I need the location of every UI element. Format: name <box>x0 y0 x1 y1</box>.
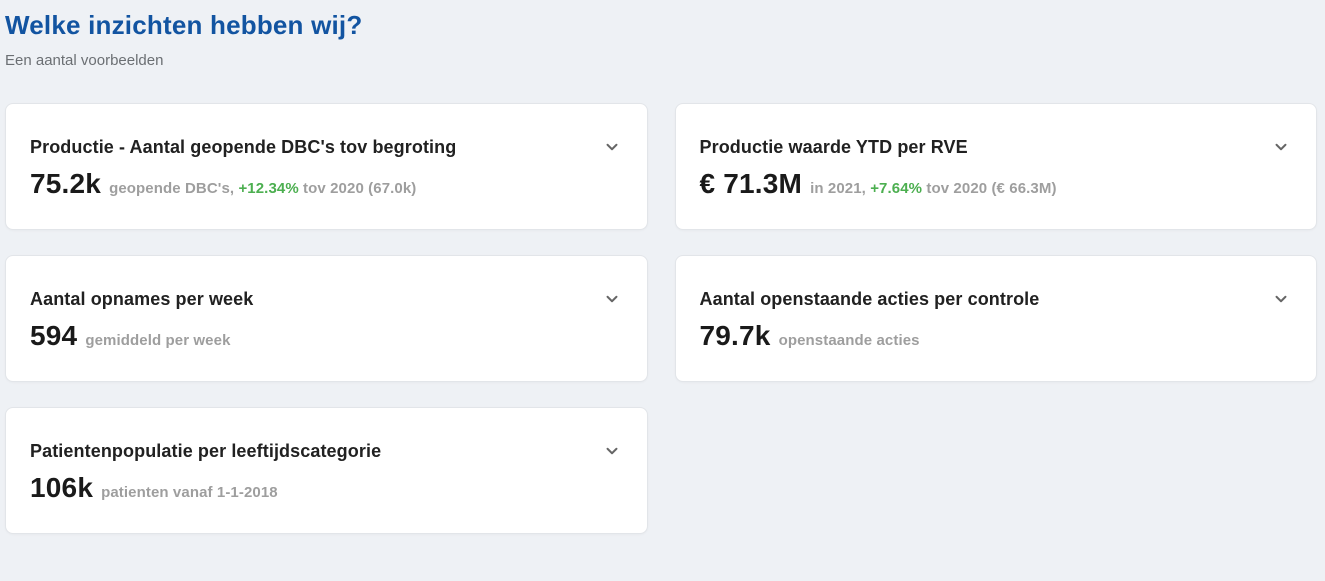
insights-page: Welke inzichten hebben wij? Een aantal v… <box>5 10 1317 534</box>
card-title: Productie waarde YTD per RVE <box>699 137 968 157</box>
kpi-detail: openstaande acties <box>779 332 920 349</box>
kpi-detail: gemiddeld per week <box>85 332 230 349</box>
card-header: Productie waarde YTD per RVE <box>700 136 1293 158</box>
kpi-detail: in 2021, +7.64% tov 2020 (€ 66.3M) <box>810 180 1056 197</box>
expand-card-button[interactable] <box>1270 136 1292 158</box>
kpi-cards-grid: Productie - Aantal geopende DBC's tov be… <box>5 103 1317 534</box>
card-title: Aantal openstaande acties per controle <box>699 289 1040 309</box>
card-header: Patientenpopulatie per leeftijdscategori… <box>30 440 623 462</box>
card-header: Productie - Aantal geopende DBC's tov be… <box>30 136 623 158</box>
kpi-value-row: 79.7k openstaande acties <box>700 320 1293 352</box>
kpi-value-row: € 71.3M in 2021, +7.64% tov 2020 (€ 66.3… <box>700 168 1293 200</box>
kpi-value-row: 106k patienten vanaf 1-1-2018 <box>30 472 623 504</box>
kpi-detail: geopende DBC's, +12.34% tov 2020 (67.0k) <box>109 180 416 197</box>
kpi-detail: patienten vanaf 1-1-2018 <box>101 484 278 501</box>
page-title: Welke inzichten hebben wij? <box>5 10 363 40</box>
expand-card-button[interactable] <box>601 440 623 462</box>
chevron-down-icon <box>1275 295 1287 303</box>
card-title: Patientenpopulatie per leeftijdscategori… <box>30 441 382 461</box>
card-title: Productie - Aantal geopende DBC's tov be… <box>30 137 457 157</box>
card-header: Aantal opnames per week <box>30 288 623 310</box>
kpi-card-geopende-dbc[interactable]: Productie - Aantal geopende DBC's tov be… <box>5 103 648 230</box>
card-header: Aantal openstaande acties per controle <box>700 288 1293 310</box>
kpi-detail-prefix: patienten vanaf 1-1-2018 <box>101 484 278 501</box>
chevron-down-icon <box>606 447 617 455</box>
kpi-card-patientenpopulatie[interactable]: Patientenpopulatie per leeftijdscategori… <box>5 407 648 534</box>
kpi-card-productie-waarde[interactable]: Productie waarde YTD per RVE € 71.3M in … <box>674 103 1317 230</box>
kpi-detail-prefix: in 2021, <box>810 180 871 197</box>
kpi-detail-prefix: openstaande acties <box>778 332 920 349</box>
chevron-down-icon <box>606 295 617 303</box>
expand-card-button[interactable] <box>601 288 623 310</box>
kpi-detail-suffix: tov 2020 (€ 66.3M) <box>922 180 1057 197</box>
kpi-card-openstaande-acties[interactable]: Aantal openstaande acties per controle 7… <box>674 255 1317 382</box>
kpi-card-opnames-per-week[interactable]: Aantal opnames per week 594 gemiddeld pe… <box>5 255 648 382</box>
kpi-value-row: 75.2k geopende DBC's, +12.34% tov 2020 (… <box>30 168 623 200</box>
kpi-detail-prefix: gemiddeld per week <box>85 332 231 349</box>
kpi-value: 75.2k <box>30 168 102 199</box>
kpi-detail-change: +12.34% <box>238 180 299 197</box>
expand-card-button[interactable] <box>601 136 623 158</box>
kpi-value-row: 594 gemiddeld per week <box>30 320 623 352</box>
kpi-value: 594 <box>30 320 78 351</box>
kpi-detail-prefix: geopende DBC's, <box>109 180 239 197</box>
kpi-value: 106k <box>30 472 94 503</box>
page-subtitle: Een aantal voorbeelden <box>5 52 164 69</box>
kpi-detail-suffix: tov 2020 (67.0k) <box>298 180 417 197</box>
kpi-value: 79.7k <box>699 320 771 351</box>
kpi-detail-change: +7.64% <box>870 180 923 197</box>
chevron-down-icon <box>606 143 617 151</box>
expand-card-button[interactable] <box>1270 288 1292 310</box>
kpi-value: € 71.3M <box>699 168 803 199</box>
card-title: Aantal opnames per week <box>30 289 254 309</box>
chevron-down-icon <box>1275 143 1287 151</box>
